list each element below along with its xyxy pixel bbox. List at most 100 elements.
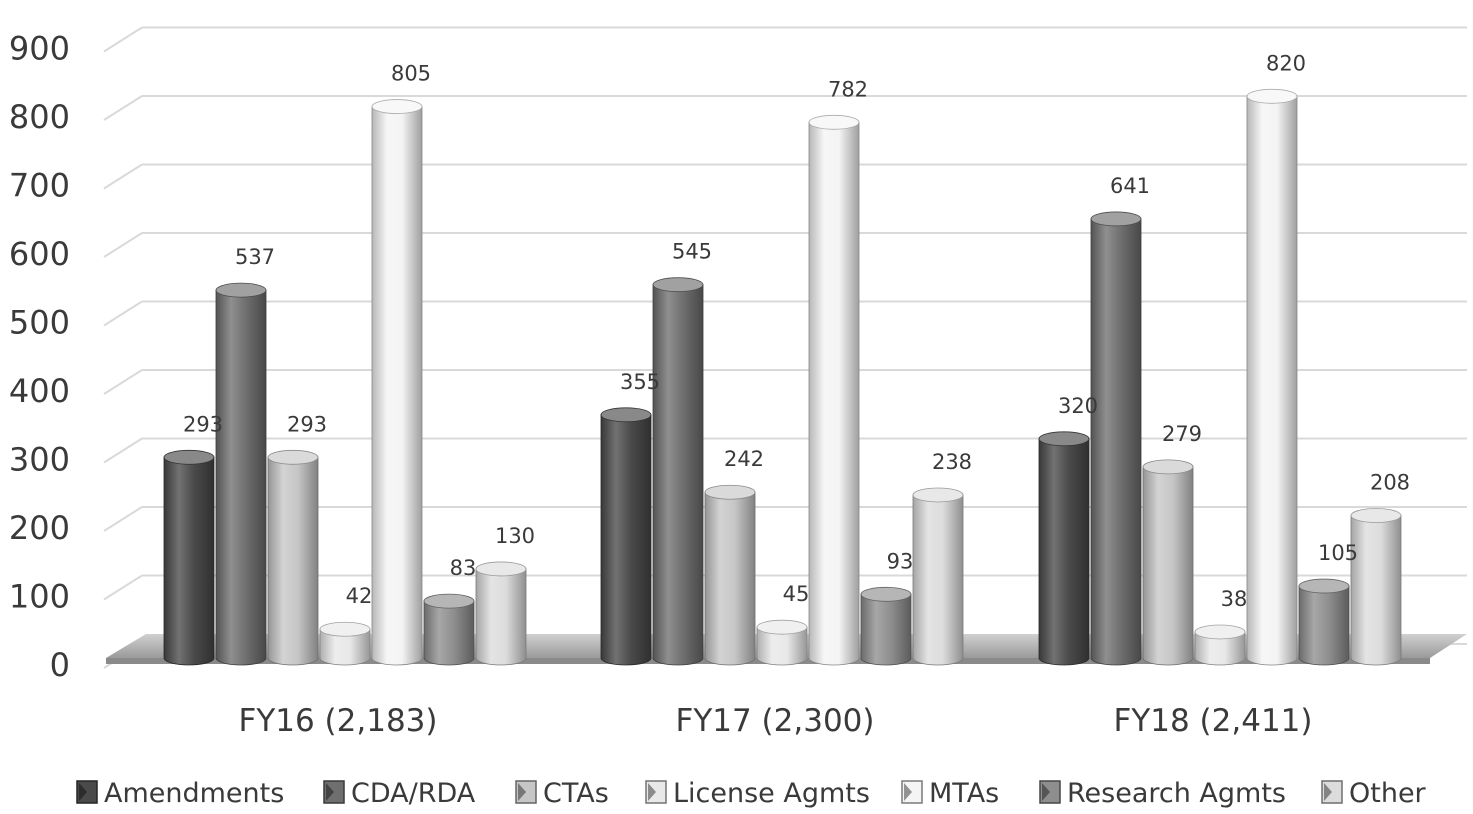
y-tick-label: 200 [9, 509, 70, 547]
data-label: 83 [450, 556, 477, 580]
bar [756, 619, 808, 666]
bar [319, 621, 371, 666]
legend-label: Other [1349, 778, 1427, 809]
y-tick-label: 800 [9, 98, 70, 136]
bar-top [371, 99, 423, 114]
bar-body [912, 494, 964, 666]
bar [371, 99, 423, 666]
bar [475, 561, 527, 666]
legend-label: Amendments [104, 778, 284, 809]
gridline-side [103, 506, 143, 532]
bar [860, 586, 912, 666]
y-tick-label: 600 [9, 235, 70, 273]
bar-body [1298, 585, 1350, 666]
gridline-side [103, 26, 143, 53]
bar-top [704, 484, 756, 500]
bar-body [371, 106, 423, 666]
y-tick-label: 500 [9, 304, 70, 342]
legend-label: License Agmts [673, 778, 870, 809]
gridline-side [103, 95, 143, 121]
bar-top [1090, 211, 1142, 227]
bar-top [756, 619, 808, 635]
y-tick-label: 700 [9, 167, 70, 205]
data-label: 105 [1318, 541, 1358, 565]
gridline-side [103, 300, 143, 327]
bar-top [215, 282, 267, 298]
legend-swatch-bevel [904, 783, 912, 801]
bar-body [808, 121, 860, 666]
x-axis: FY16 (2,183) FY17 (2,300) FY18 (2,411) [238, 703, 1312, 739]
gridline-side [103, 369, 143, 395]
bar-top [808, 114, 860, 130]
legend-swatch-bevel [648, 783, 656, 801]
legend-swatch-bevel [1042, 783, 1050, 801]
bar [163, 449, 215, 666]
data-label: 42 [346, 584, 373, 608]
bar-body [756, 626, 808, 666]
bar-top [475, 561, 527, 577]
bar [912, 487, 964, 666]
bar [215, 282, 267, 666]
bar-top [1298, 578, 1350, 594]
bar-body [704, 491, 756, 666]
bar-top [1038, 431, 1090, 447]
x-tick-label: FY17 (2,300) [675, 703, 874, 739]
data-label: 208 [1370, 471, 1410, 495]
bar-top [1246, 88, 1298, 104]
bar [808, 114, 860, 666]
bar [1350, 508, 1402, 666]
bar-body [423, 600, 475, 666]
y-tick-label: 900 [9, 30, 70, 68]
bar-body [600, 414, 652, 666]
data-label: 805 [391, 62, 431, 86]
data-label: 238 [932, 450, 972, 474]
gridline-side [103, 163, 143, 190]
data-label: 355 [620, 370, 660, 394]
bar [652, 277, 704, 666]
bar [1038, 431, 1090, 666]
legend-label: Research Agmts [1067, 778, 1286, 809]
legend-label: CDA/RDA [351, 778, 476, 809]
data-label: 293 [183, 412, 223, 436]
bar [267, 449, 319, 666]
bar-top [600, 407, 652, 423]
legend-swatch-bevel [1324, 783, 1332, 801]
bar-body [163, 456, 215, 666]
data-label: 320 [1058, 394, 1098, 418]
bar-body [215, 289, 267, 666]
bar-body [1194, 631, 1246, 666]
bar [600, 407, 652, 666]
gridline-side [103, 232, 143, 258]
x-tick-label: FY16 (2,183) [238, 703, 437, 739]
bar-body [1090, 218, 1142, 666]
gridlines [103, 26, 1467, 669]
bar-body [1142, 466, 1194, 666]
bar [1090, 211, 1142, 666]
data-label: 242 [724, 447, 764, 471]
data-labels: 293 537 293 42 805 83 130 355 545 242 45 782 93 238 32… [183, 51, 1410, 611]
data-label: 537 [235, 245, 275, 269]
data-label: 45 [783, 582, 810, 606]
gridline-side [103, 437, 143, 464]
legend: Amendments CDA/RDA CTAs License Agmts MTAs Re… [76, 778, 1427, 809]
bar [1142, 459, 1194, 666]
legend-item: Research Agmts [1039, 778, 1286, 809]
legend-item: License Agmts [645, 778, 870, 809]
legend-label: MTAs [929, 778, 999, 809]
data-label: 38 [1221, 587, 1248, 611]
bars [163, 88, 1402, 666]
bar-top [912, 487, 964, 503]
bar-body [860, 593, 912, 666]
data-label: 641 [1110, 174, 1150, 198]
bar-top [1350, 508, 1402, 523]
bar-top [319, 621, 371, 637]
data-label: 130 [495, 524, 535, 548]
bar-top [652, 277, 704, 293]
legend-swatch-bevel [518, 783, 526, 801]
legend-item: Other [1321, 778, 1427, 809]
bar [1246, 88, 1298, 666]
bar-top [267, 449, 319, 465]
legend-item: Amendments [76, 778, 284, 809]
bar-top [163, 449, 215, 465]
